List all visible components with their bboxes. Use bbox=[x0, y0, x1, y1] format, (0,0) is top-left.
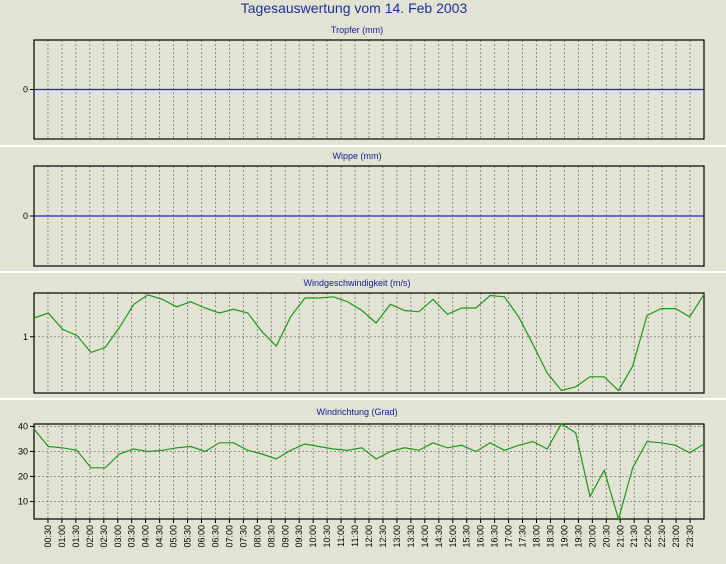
x-tick-label: 19:00 bbox=[559, 525, 569, 548]
x-tick-label: 22:30 bbox=[657, 525, 667, 548]
x-tick-label: 06:30 bbox=[210, 525, 220, 548]
x-tick-label: 09:30 bbox=[294, 525, 304, 548]
series-line bbox=[33, 423, 705, 522]
x-tick-label: 19:30 bbox=[573, 525, 583, 548]
x-tick-label: 05:00 bbox=[169, 525, 179, 548]
x-tick-label: 12:30 bbox=[378, 525, 388, 548]
panel-title: Tropfer (mm) bbox=[331, 25, 383, 35]
y-tick-label: 20 bbox=[18, 472, 28, 482]
x-tick-label: 17:00 bbox=[504, 525, 514, 548]
x-tick-label: 15:30 bbox=[462, 525, 472, 548]
x-tick-label: 15:00 bbox=[448, 525, 458, 548]
panel-title: Windrichtung (Grad) bbox=[316, 407, 397, 417]
x-tick-label: 18:00 bbox=[532, 525, 542, 548]
x-tick-label: 04:00 bbox=[141, 525, 151, 548]
x-tick-label: 04:30 bbox=[155, 525, 165, 548]
x-tick-label: 21:00 bbox=[615, 525, 625, 548]
x-tick-label: 18:30 bbox=[545, 525, 555, 548]
x-tick-label: 07:00 bbox=[224, 525, 234, 548]
x-tick-label: 05:30 bbox=[183, 525, 193, 548]
x-tick-label: 03:00 bbox=[113, 525, 123, 548]
page-title: Tagesauswertung vom 14. Feb 2003 bbox=[241, 0, 468, 16]
series-line bbox=[33, 293, 705, 392]
x-tick-label: 08:30 bbox=[266, 525, 276, 548]
x-tick-label: 23:30 bbox=[685, 525, 695, 548]
y-tick-label: 1 bbox=[23, 332, 28, 342]
x-tick-label: 09:00 bbox=[280, 525, 290, 548]
chart-panel-1: Tropfer (mm) 0 bbox=[0, 25, 726, 147]
x-tick-label: 23:00 bbox=[671, 525, 681, 548]
x-tick-label: 10:30 bbox=[322, 525, 332, 548]
x-tick-label: 02:00 bbox=[85, 525, 95, 548]
x-tick-label: 16:00 bbox=[476, 525, 486, 548]
x-axis: 00:30 01:00 01:30 02:00 02:30 03:00 03:30 04:00… bbox=[43, 519, 695, 548]
x-tick-label: 21:30 bbox=[629, 525, 639, 548]
x-tick-label: 02:30 bbox=[99, 525, 109, 548]
plot-frame bbox=[33, 292, 705, 394]
x-tick-label: 13:00 bbox=[392, 525, 402, 548]
chart-panel-3: Windgeschwindigkeit (m/s) 1 bbox=[0, 278, 726, 400]
y-tick-label: 0 bbox=[23, 211, 28, 221]
x-tick-label: 01:00 bbox=[57, 525, 67, 548]
x-tick-label: 00:30 bbox=[43, 525, 53, 548]
y-tick-label: 30 bbox=[18, 447, 28, 457]
panel-title: Wippe (mm) bbox=[333, 151, 382, 161]
x-tick-label: 16:30 bbox=[490, 525, 500, 548]
x-tick-label: 07:30 bbox=[238, 525, 248, 548]
x-tick-label: 22:00 bbox=[643, 525, 653, 548]
x-tick-label: 14:30 bbox=[434, 525, 444, 548]
x-tick-label: 14:00 bbox=[420, 525, 430, 548]
panel-title: Windgeschwindigkeit (m/s) bbox=[303, 278, 410, 288]
x-tick-label: 11:30 bbox=[350, 525, 360, 547]
x-tick-label: 11:00 bbox=[336, 525, 346, 547]
x-tick-label: 08:00 bbox=[252, 525, 262, 548]
chart-panel-4: Windrichtung (Grad) 10 20 30 40 bbox=[18, 407, 705, 522]
x-tick-label: 20:30 bbox=[601, 525, 611, 548]
x-tick-label: 12:00 bbox=[364, 525, 374, 548]
chart-panel-2: Wippe (mm) 0 bbox=[0, 151, 726, 273]
x-tick-label: 20:00 bbox=[587, 525, 597, 548]
x-tick-label: 17:30 bbox=[518, 525, 528, 548]
x-tick-label: 06:00 bbox=[197, 525, 207, 548]
x-tick-label: 13:30 bbox=[406, 525, 416, 548]
x-tick-label: 10:00 bbox=[308, 525, 318, 548]
y-tick-label: 10 bbox=[18, 497, 28, 507]
y-tick-label: 0 bbox=[23, 85, 28, 95]
x-tick-label: 01:30 bbox=[71, 525, 81, 548]
y-tick-label: 40 bbox=[18, 422, 28, 432]
x-tick-label: 03:30 bbox=[127, 525, 137, 548]
